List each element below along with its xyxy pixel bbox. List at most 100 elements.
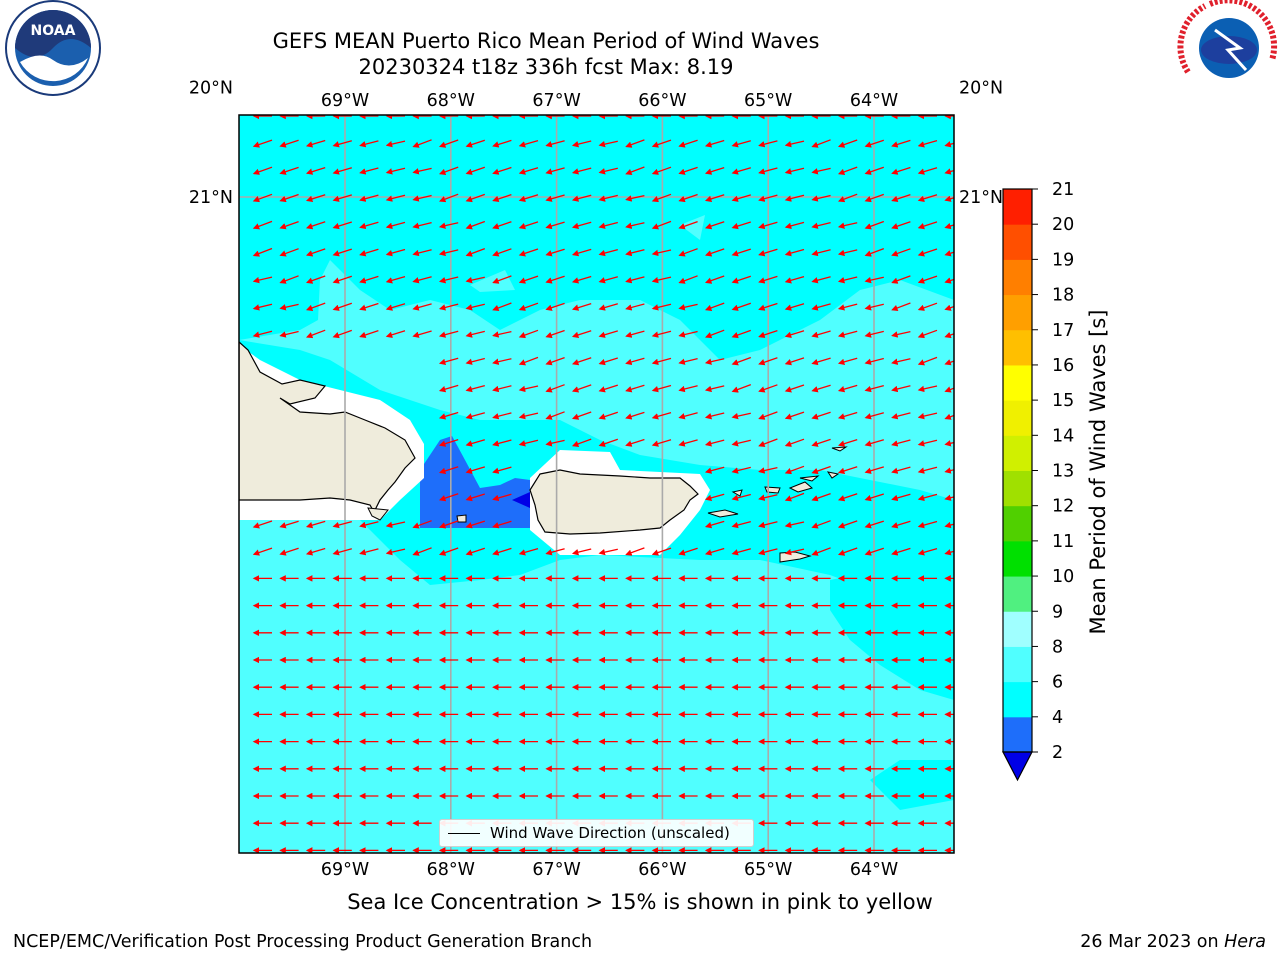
wind-wave-arrow (332, 275, 353, 284)
wind-wave-arrow (704, 547, 725, 556)
wind-wave-arrow (944, 195, 954, 202)
colorbar: 2 4 6 8 9 10 11 12 13 14 15 16 17 18 19 20 21 (1002, 180, 1074, 782)
wind-wave-arrow (545, 329, 565, 339)
wind-wave-arrow (891, 302, 911, 312)
wind-wave-arrow (385, 140, 406, 148)
wind-wave-arrow (252, 276, 273, 284)
wind-wave-arrow (758, 140, 778, 148)
wind-wave-arrow (837, 139, 858, 148)
colorbar-tick-label: 2 (1052, 743, 1063, 763)
wind-wave-arrow (438, 276, 459, 284)
wind-wave-arrow (811, 465, 831, 475)
wind-wave-arrow (545, 302, 565, 311)
wind-wave-arrow (625, 222, 645, 229)
wind-wave-arrow (465, 466, 485, 474)
wind-wave-arrow (864, 276, 884, 284)
wind-wave-arrow (651, 330, 672, 338)
wind-wave-arrow (492, 248, 512, 257)
wind-wave-arrow (704, 466, 725, 474)
wind-wave-arrow (917, 167, 938, 175)
wind-wave-arrow (305, 329, 326, 339)
wind-wave-arrow (837, 520, 858, 529)
wind-wave-arrow (917, 547, 938, 556)
wind-wave-arrow (492, 275, 512, 284)
wind-wave-arrow (465, 357, 485, 365)
wind-wave-arrow (518, 412, 539, 420)
wind-wave-arrow (571, 194, 592, 202)
footer-date-text: 26 Mar 2023 on (1080, 932, 1225, 952)
wind-wave-arrow (891, 139, 911, 148)
wind-wave-arrow (891, 275, 911, 284)
wind-wave-arrow (891, 493, 911, 502)
wind-wave-arrow (731, 194, 751, 202)
wind-wave-arrow (784, 330, 805, 338)
wind-wave-arrow (891, 439, 911, 447)
wind-wave-arrow (465, 384, 485, 393)
wind-wave-arrow (651, 249, 672, 257)
wind-wave-arrow (758, 548, 778, 556)
wind-wave-arrow (279, 303, 299, 311)
wind-wave-arrow (917, 139, 938, 148)
wind-wave-arrow (492, 221, 512, 230)
wind-wave-arrow (811, 194, 831, 202)
wind-wave-arrow (678, 275, 698, 284)
wind-wave-arrow (305, 302, 326, 311)
wind-wave-arrow (518, 329, 539, 339)
wind-wave-arrow (704, 275, 725, 284)
wind-wave-arrow (811, 547, 831, 556)
wind-wave-arrow (944, 250, 954, 257)
wind-wave-arrow (359, 167, 379, 175)
wind-wave-arrow (305, 221, 326, 230)
wind-wave-arrow (305, 547, 326, 556)
wind-wave-arrow (864, 466, 884, 474)
wind-wave-arrow (625, 303, 645, 311)
wind-wave-arrow (518, 439, 539, 447)
wind-wave-arrow (944, 413, 954, 420)
wind-wave-arrow (492, 439, 512, 447)
wind-wave-arrow (811, 492, 831, 502)
wind-wave-arrow (784, 167, 805, 175)
wind-wave-arrow (492, 166, 512, 175)
wind-wave-arrow (758, 357, 778, 366)
wind-wave-arrow (837, 276, 858, 284)
wind-wave-arrow (625, 547, 645, 556)
wind-wave-arrow (279, 166, 299, 175)
wind-wave-arrow (518, 547, 539, 556)
wind-wave-arrow (385, 167, 406, 175)
wind-wave-arrow (917, 493, 938, 502)
lon-label-top: 68°W (427, 91, 475, 111)
wind-wave-arrow (518, 194, 539, 202)
wind-wave-arrow (758, 167, 778, 175)
wind-wave-arrow (944, 277, 954, 284)
wind-wave-arrow (864, 303, 884, 311)
wind-wave-arrow (837, 330, 858, 338)
wind-wave-arrow (864, 547, 885, 556)
wind-wave-arrow (518, 139, 539, 148)
wind-wave-arrow (571, 302, 592, 311)
wind-wave-arrow (465, 439, 485, 447)
wind-wave-arrow (332, 221, 352, 230)
colorbar-tick-label: 9 (1052, 602, 1063, 622)
wind-wave-arrow (571, 548, 592, 556)
wind-wave-arrow (651, 357, 672, 366)
wind-wave-arrow (864, 439, 884, 447)
colorbar-segment (1003, 294, 1032, 331)
wind-wave-arrow (651, 411, 672, 420)
wind-wave-arrow (492, 385, 512, 393)
wind-wave-arrow (678, 412, 698, 420)
wind-wave-arrow (465, 139, 486, 148)
wind-wave-arrow (625, 357, 645, 366)
wind-wave-arrow (252, 520, 273, 529)
wind-wave-arrow (252, 303, 273, 311)
wind-wave-arrow (545, 248, 565, 257)
wind-wave-arrow (784, 465, 805, 475)
wind-wave-arrow (864, 384, 884, 393)
wind-wave-arrow (944, 359, 954, 366)
wind-wave-arrow (651, 193, 672, 203)
colorbar-tick-label: 21 (1052, 180, 1074, 200)
wind-wave-arrow (571, 248, 592, 257)
lon-label-top: 66°W (638, 91, 686, 111)
wind-wave-arrow (492, 302, 512, 312)
wind-wave-arrow (518, 167, 539, 175)
colorbar-tick-label: 13 (1052, 462, 1074, 482)
